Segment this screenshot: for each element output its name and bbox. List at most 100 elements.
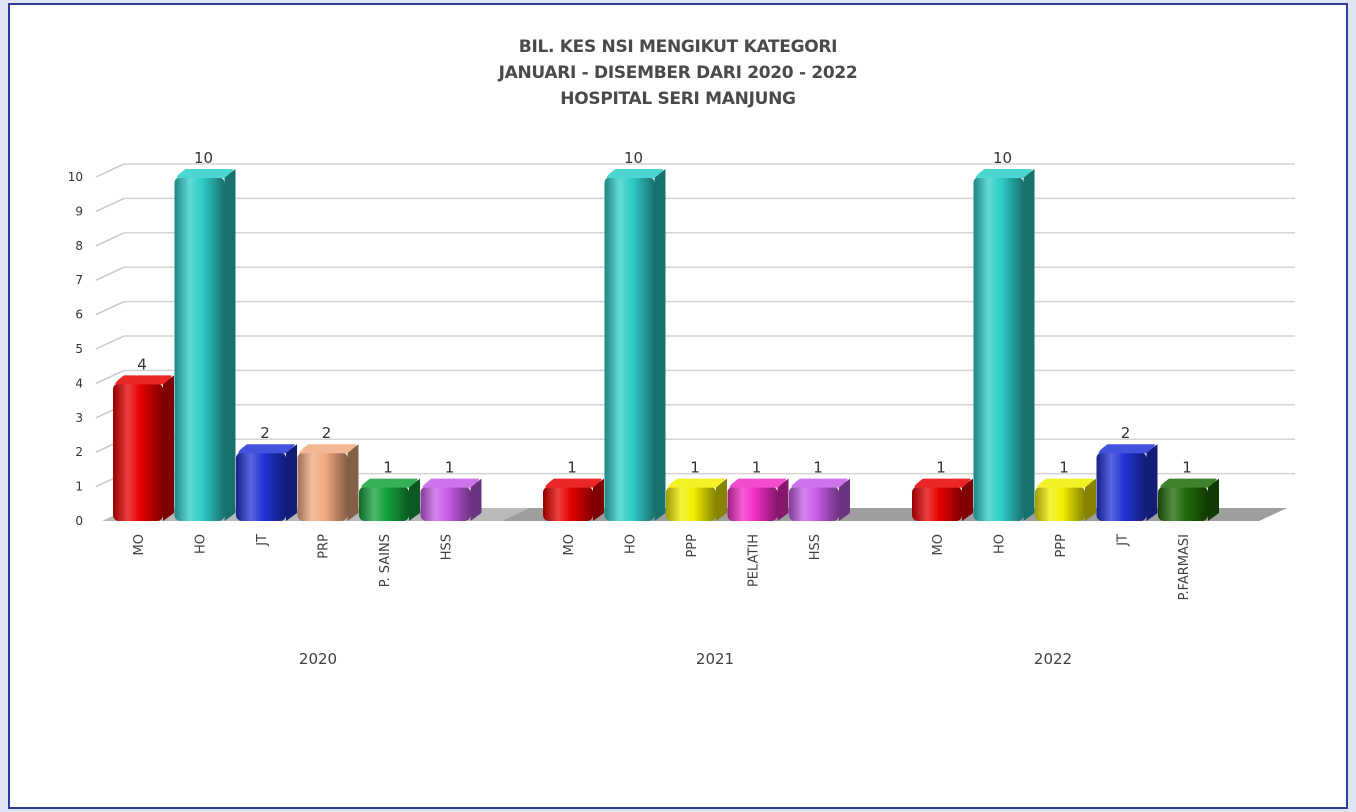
bar-top: [238, 444, 295, 454]
bar: [973, 177, 1024, 521]
bar-top: [729, 478, 787, 488]
y-tick-label: 9: [75, 204, 83, 218]
bar-top: [1160, 478, 1217, 488]
data-label: 2: [322, 424, 332, 442]
bar: [420, 486, 471, 521]
bar-side: [777, 478, 789, 521]
bar-side: [839, 478, 850, 521]
y-tick-label: 1: [75, 480, 83, 494]
bar-top: [975, 169, 1033, 178]
bar: [1158, 486, 1208, 521]
data-label: 1: [690, 459, 700, 477]
bar: [1096, 452, 1147, 521]
bar-top: [1037, 478, 1094, 488]
bar: [912, 486, 962, 521]
category-label: HSS: [440, 534, 455, 560]
category-label: PELATIH: [747, 534, 762, 587]
bar-top: [606, 169, 664, 178]
bar-side: [224, 169, 236, 521]
data-label: 1: [1182, 459, 1192, 477]
bar: [789, 486, 839, 521]
y-tick-label: 6: [75, 308, 83, 322]
bar: [727, 486, 778, 521]
chart-title: BIL. KES NSI MENGIKUT KATEGORI JANUARI -…: [0, 34, 1356, 112]
data-label: 10: [993, 149, 1012, 167]
category-label: HO: [624, 534, 639, 554]
bar-top: [299, 444, 357, 454]
group-label: 2021: [696, 650, 734, 668]
category-label: PPP: [1054, 534, 1069, 558]
category-label: MO: [931, 534, 946, 555]
bar: [666, 486, 716, 521]
gridline-depth: [95, 197, 125, 213]
gridline-depth: [95, 300, 125, 316]
bar-top: [361, 478, 418, 488]
data-label: 1: [383, 459, 393, 477]
data-label: 4: [137, 355, 147, 373]
category-label: PPP: [685, 534, 700, 558]
data-label: 2: [1121, 424, 1131, 442]
bar-top: [422, 478, 480, 488]
category-label: JT: [255, 534, 270, 547]
bar: [543, 486, 593, 521]
data-label: 1: [567, 459, 577, 477]
data-label: 1: [813, 459, 823, 477]
category-label: JT: [1116, 534, 1131, 547]
data-label: 2: [260, 424, 270, 442]
y-tick-label: 10: [68, 170, 83, 184]
bar: [174, 177, 225, 521]
y-tick-label: 2: [75, 445, 83, 459]
data-label: 10: [194, 149, 213, 167]
gridline-depth: [95, 335, 125, 350]
data-label: 1: [752, 459, 762, 477]
gridline-depth: [95, 266, 125, 281]
y-tick-label: 0: [75, 514, 83, 528]
gridline-depth: [95, 369, 125, 385]
bar-top: [791, 478, 848, 488]
bar-side: [716, 478, 727, 521]
data-label: 1: [445, 459, 455, 477]
category-label: HO: [993, 534, 1008, 554]
bar: [236, 452, 286, 521]
bar-side: [409, 478, 420, 521]
bar-side: [347, 444, 359, 521]
bar: [359, 486, 409, 521]
bar: [297, 452, 348, 521]
bar: [113, 383, 163, 521]
data-label: 1: [1059, 459, 1069, 477]
bar-side: [1146, 444, 1158, 521]
bar-side: [163, 375, 174, 521]
chart-title-line-1: BIL. KES NSI MENGIKUT KATEGORI: [518, 37, 838, 57]
bar-top: [176, 169, 234, 178]
bar-side: [470, 478, 482, 521]
bar: [1035, 486, 1085, 521]
bar-top: [668, 478, 725, 488]
group-label: 2020: [299, 650, 337, 668]
y-tick-label: 3: [75, 411, 83, 425]
category-label: P.FARMASI: [1177, 534, 1192, 600]
data-label: 10: [624, 149, 643, 167]
bar-top: [1098, 444, 1156, 454]
chart-title-line-3: HOSPITAL SERI MANJUNG: [560, 89, 796, 109]
bar-side: [962, 478, 973, 521]
data-label: 1: [936, 459, 946, 477]
gridline-depth: [95, 232, 125, 247]
bar: [604, 177, 655, 521]
y-tick-label: 5: [75, 342, 83, 356]
y-tick-label: 7: [75, 273, 83, 287]
category-label: P. SAINS: [378, 534, 393, 587]
bar-top: [545, 478, 602, 488]
bar-side: [286, 444, 297, 521]
category-label: MO: [132, 534, 147, 555]
bar-side: [1023, 169, 1035, 521]
bar-side: [1085, 478, 1096, 521]
group-label: 2022: [1034, 650, 1072, 668]
bar-side: [1208, 478, 1219, 521]
bar-top: [914, 478, 971, 488]
bar-side: [654, 169, 666, 521]
category-label: MO: [562, 534, 577, 555]
bar-top: [115, 375, 172, 385]
bar-side: [593, 478, 604, 521]
category-label: HO: [194, 534, 209, 554]
